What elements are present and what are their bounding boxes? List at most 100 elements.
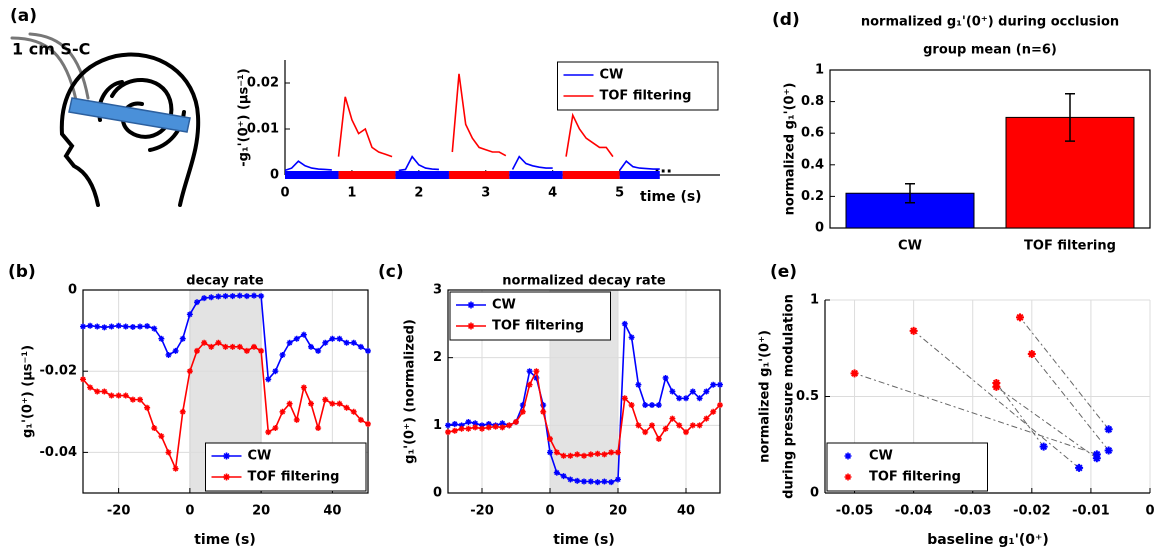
x-tick-label: -0.05	[836, 504, 873, 519]
panel-label: (d)	[772, 10, 800, 30]
point	[458, 425, 465, 432]
point	[279, 351, 286, 358]
point	[336, 400, 343, 407]
panel-label: (e)	[770, 262, 797, 282]
point	[343, 339, 350, 346]
point	[465, 418, 472, 425]
point	[574, 451, 581, 458]
point	[186, 368, 193, 375]
x-tick-label: -0.02	[1013, 504, 1050, 519]
y-tick-label: 0.02	[247, 76, 279, 91]
pair-connector	[1031, 353, 1110, 451]
mode-span	[395, 171, 449, 179]
point	[308, 400, 314, 407]
point	[594, 450, 601, 457]
bar	[845, 192, 975, 229]
point	[710, 408, 717, 415]
point	[322, 396, 329, 403]
point	[506, 422, 513, 429]
point	[465, 425, 472, 432]
point	[696, 395, 703, 402]
point	[94, 323, 101, 330]
point	[272, 368, 279, 375]
point	[251, 343, 257, 350]
point	[165, 449, 172, 456]
point	[201, 295, 208, 302]
point	[499, 420, 506, 427]
x-axis-label: time (s)	[194, 532, 256, 548]
x-tick-label: 0	[185, 504, 194, 519]
legend-label: TOF filtering	[248, 470, 340, 485]
point	[642, 402, 649, 409]
point	[526, 381, 533, 388]
point	[601, 451, 608, 458]
point	[676, 395, 683, 402]
point	[581, 478, 587, 485]
point	[628, 402, 635, 409]
point	[365, 347, 371, 354]
point	[108, 323, 115, 330]
axes-box	[829, 69, 1151, 229]
point	[594, 479, 601, 486]
panel-label: (c)	[378, 262, 404, 282]
y-tick-label: 2	[433, 350, 442, 365]
point	[615, 449, 621, 456]
point	[158, 335, 165, 342]
series-line	[284, 155, 660, 172]
x-tick-label: 0	[1145, 504, 1154, 519]
mode-span	[285, 171, 339, 179]
legend-box	[205, 442, 367, 492]
legend-label: CW	[869, 449, 893, 464]
point	[717, 381, 723, 388]
point	[87, 322, 94, 329]
point	[909, 326, 918, 335]
point	[243, 293, 250, 300]
point	[621, 320, 628, 327]
point	[662, 374, 669, 381]
point	[122, 392, 129, 399]
legend-marker	[467, 322, 475, 330]
x-tick-label: 2	[414, 186, 423, 201]
point	[251, 292, 257, 299]
point	[519, 408, 526, 415]
point	[329, 400, 336, 407]
y-tick-label: -0.04	[40, 445, 77, 460]
x-tick-label: 1	[347, 186, 356, 201]
chart-title: normalized decay rate	[502, 274, 666, 289]
point	[615, 476, 621, 483]
point	[357, 343, 364, 350]
point	[553, 469, 560, 476]
point	[165, 351, 172, 358]
point	[553, 449, 560, 456]
axes-box	[447, 289, 721, 494]
y-tick-label: 0.4	[801, 157, 824, 172]
x-tick-label: 0	[545, 504, 554, 519]
point	[547, 449, 553, 456]
point	[315, 347, 322, 354]
point	[567, 476, 574, 483]
point	[94, 388, 101, 395]
point	[485, 424, 492, 431]
legend-marker	[467, 301, 475, 309]
x-axis-label: time (s)	[553, 532, 615, 548]
point	[560, 473, 567, 480]
x-tick-label: 3	[481, 186, 490, 201]
y-tick-label: 0	[433, 486, 442, 501]
point	[215, 293, 222, 300]
y-tick-label: 0.5	[796, 389, 819, 404]
legend-marker	[223, 452, 230, 460]
y-tick-label: 0	[270, 168, 279, 183]
point	[129, 323, 136, 330]
point	[717, 402, 723, 409]
point	[635, 422, 642, 429]
annotation: 1 cm S-C	[12, 40, 90, 59]
point	[179, 408, 186, 415]
point	[144, 404, 151, 411]
point	[222, 343, 229, 350]
pair-connector	[996, 386, 1098, 459]
x-tick-label: TOF filtering	[1024, 239, 1116, 254]
point	[179, 335, 186, 342]
error-bar	[905, 183, 915, 204]
x-tick-label: -20	[107, 504, 131, 519]
